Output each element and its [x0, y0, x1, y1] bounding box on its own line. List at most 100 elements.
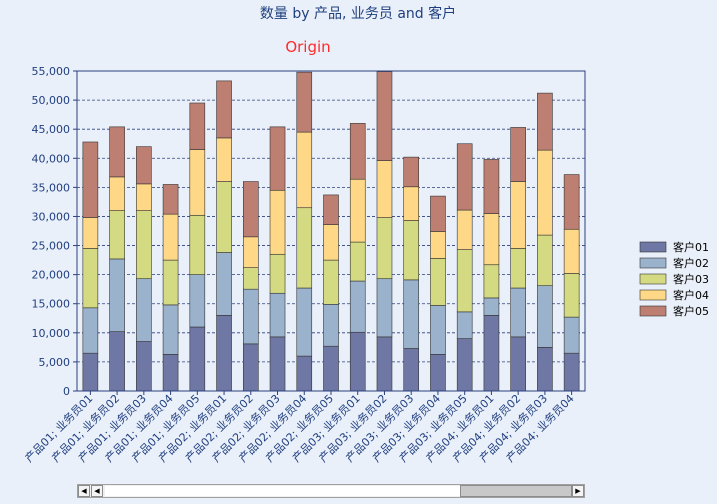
bar-segment: [109, 126, 125, 178]
bar-segment: [269, 292, 286, 338]
bar-segment: [537, 285, 553, 348]
bar-segment: [403, 348, 420, 392]
bar-segment: [269, 126, 286, 191]
bar-segment: [162, 213, 179, 261]
scroll-first-button[interactable]: ◀: [78, 485, 90, 497]
bar-segment: [323, 259, 339, 305]
y-axis: 0 5,000 10,000 15,000 20,000 25,000 30,000 35,0…: [32, 65, 77, 398]
bar-segment: [537, 149, 553, 236]
bar-segment: [376, 71, 393, 161]
bar-segment: [242, 181, 259, 238]
y-tick-label: 0: [63, 385, 70, 398]
bar-segment: [563, 273, 580, 318]
bar-segment: [189, 102, 206, 150]
scroll-left-button[interactable]: ◀: [91, 485, 103, 497]
bar-segment: [296, 71, 313, 133]
bar-segment: [403, 186, 420, 221]
y-tick-label: 25,000: [32, 240, 71, 253]
bar-segment: [82, 141, 99, 218]
legend-swatch: [639, 241, 667, 253]
y-tick-label: 20,000: [32, 269, 71, 282]
legend-label: 客户05: [673, 304, 709, 318]
bar-segment: [162, 304, 179, 355]
y-tick-label: 35,000: [32, 181, 71, 194]
bar-segment: [216, 181, 232, 253]
bar-segment: [136, 278, 152, 342]
bar-segment: [510, 248, 526, 289]
y-tick-label: 5,000: [39, 356, 71, 369]
bar-segment: [323, 194, 339, 225]
bar-segment: [109, 258, 125, 332]
chart-scrollbar[interactable]: ◀ ◀ ▶: [77, 484, 585, 498]
bar-segment: [296, 131, 313, 209]
bar-segment: [483, 315, 500, 392]
legend-swatch: [639, 289, 667, 301]
bar-segment: [430, 305, 446, 355]
bar-segment: [216, 80, 232, 139]
bar-segment: [403, 279, 420, 349]
bar-segment: [136, 341, 152, 392]
legend: 客户01 客户02 客户03 客户04 客户05: [639, 240, 709, 318]
bar-segment: [456, 249, 473, 313]
bar-segment: [216, 137, 232, 182]
bar-segment: [510, 336, 526, 392]
bar-segment: [510, 181, 526, 249]
y-tick-label: 50,000: [32, 94, 71, 107]
y-tick-label: 10,000: [32, 327, 71, 340]
chart-title: 数量 by 产品, 业务员 and 客户: [260, 5, 456, 22]
scroll-right-button[interactable]: ▶: [572, 485, 584, 497]
bar-segment: [189, 149, 206, 216]
bar-segment: [189, 214, 206, 275]
y-tick-label: 30,000: [32, 210, 71, 223]
bar-segment: [430, 231, 446, 259]
bar-segment: [216, 252, 232, 316]
bar-segment: [269, 253, 286, 294]
bar-segment: [456, 143, 473, 211]
bar-segment: [269, 336, 286, 392]
bar-segment: [82, 248, 99, 309]
y-tick-label: 40,000: [32, 152, 71, 165]
legend-label: 客户04: [673, 288, 709, 302]
scroll-track[interactable]: [105, 486, 460, 496]
bar-segment: [563, 316, 580, 354]
bar-segment: [323, 345, 339, 392]
bar-segment: [563, 352, 580, 392]
bar-segment: [136, 183, 152, 211]
bar-segment: [483, 297, 500, 316]
bar-segment: [537, 234, 553, 286]
bar-segment: [563, 174, 580, 230]
y-tick-label: 45,000: [32, 123, 71, 136]
bar-segment: [563, 228, 580, 274]
bar-segment: [189, 274, 206, 328]
bar-segment: [403, 156, 420, 188]
bar-segment: [349, 123, 366, 180]
bar-segment: [403, 220, 420, 281]
scroll-thumb[interactable]: [460, 485, 572, 497]
bar-segment: [376, 336, 393, 392]
bar-segment: [242, 267, 259, 290]
bar-segment: [242, 236, 259, 268]
bar-segment: [242, 288, 259, 345]
legend-label: 客户02: [673, 256, 709, 270]
bar-segment: [109, 176, 125, 211]
bar-segment: [323, 304, 339, 347]
chart-subtitle: Origin: [285, 38, 330, 56]
legend-swatch: [639, 273, 667, 285]
bar-segment: [430, 195, 446, 232]
bar-segment: [242, 343, 259, 392]
bar-segment: [82, 217, 99, 249]
bar-segment: [216, 315, 232, 392]
bar-segment: [162, 259, 179, 306]
legend-swatch: [639, 305, 667, 317]
bar-segment: [109, 331, 125, 392]
bar-segment: [456, 209, 473, 250]
bar-segment: [109, 210, 125, 260]
bar-segment: [430, 258, 446, 306]
bar-segment: [456, 338, 473, 392]
bar-segment: [162, 184, 179, 215]
bar-segment: [136, 146, 152, 185]
bar-segment: [136, 210, 152, 280]
bar-segment: [349, 331, 366, 392]
bar-segment: [296, 355, 313, 392]
